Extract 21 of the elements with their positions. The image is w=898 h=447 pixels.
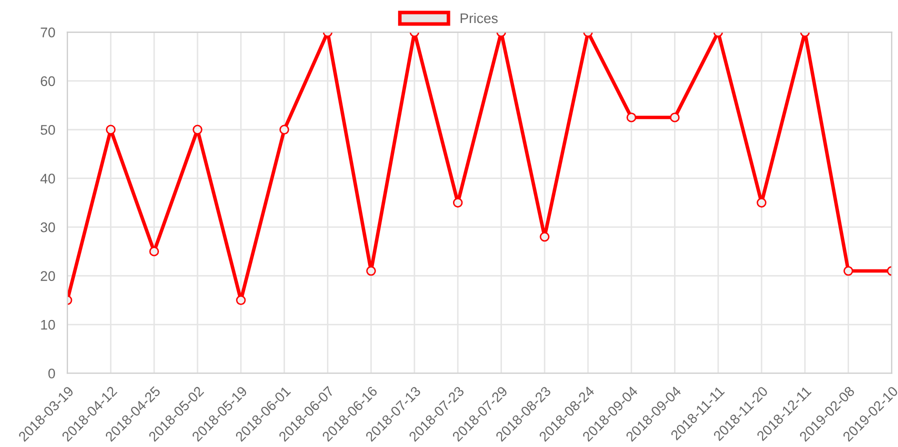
y-tick-label: 0 xyxy=(48,368,55,378)
y-tick-label: 10 xyxy=(41,320,56,330)
point xyxy=(452,198,463,208)
point xyxy=(236,295,246,306)
point xyxy=(626,112,636,122)
point xyxy=(366,266,376,276)
point xyxy=(670,112,680,122)
point xyxy=(192,124,202,134)
point xyxy=(106,124,116,134)
y-tick-label: 50 xyxy=(40,124,56,135)
y-tick-label: 30 xyxy=(40,222,56,232)
legend-label: Prices xyxy=(460,12,498,24)
y-tick-label: 60 xyxy=(40,76,56,86)
y-tick-label: 70 xyxy=(40,28,56,38)
y-tick-label: 40 xyxy=(40,174,56,184)
point xyxy=(756,198,766,208)
point xyxy=(279,124,290,134)
point xyxy=(540,232,550,242)
point xyxy=(843,266,854,276)
y-tick-label: 20 xyxy=(40,271,56,281)
point xyxy=(149,246,159,256)
